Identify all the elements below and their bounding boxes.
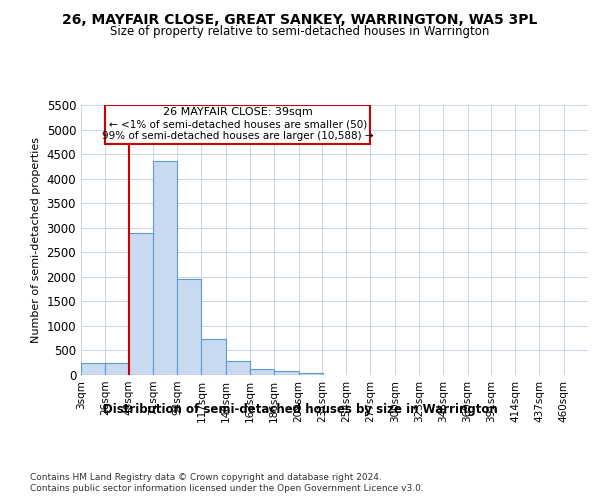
- Text: ← <1% of semi-detached houses are smaller (50): ← <1% of semi-detached houses are smalle…: [109, 119, 367, 129]
- Text: Size of property relative to semi-detached houses in Warrington: Size of property relative to semi-detach…: [110, 25, 490, 38]
- Text: 26, MAYFAIR CLOSE, GREAT SANKEY, WARRINGTON, WA5 3PL: 26, MAYFAIR CLOSE, GREAT SANKEY, WARRING…: [62, 12, 538, 26]
- Bar: [202, 338, 226, 375]
- Bar: [226, 361, 250, 375]
- Bar: [177, 280, 202, 375]
- Text: Distribution of semi-detached houses by size in Warrington: Distribution of semi-detached houses by …: [103, 402, 497, 415]
- Text: 99% of semi-detached houses are larger (10,588) →: 99% of semi-detached houses are larger (…: [102, 130, 374, 140]
- Bar: [299, 372, 323, 375]
- Bar: [105, 363, 130, 375]
- Bar: [274, 371, 299, 375]
- Text: 26 MAYFAIR CLOSE: 39sqm: 26 MAYFAIR CLOSE: 39sqm: [163, 108, 313, 118]
- Bar: [250, 368, 274, 375]
- Bar: [105, 106, 370, 144]
- Bar: [128, 232, 153, 375]
- Y-axis label: Number of semi-detached properties: Number of semi-detached properties: [31, 137, 41, 343]
- Bar: [81, 363, 105, 375]
- Text: Contains HM Land Registry data © Crown copyright and database right 2024.: Contains HM Land Registry data © Crown c…: [30, 472, 382, 482]
- Text: Contains public sector information licensed under the Open Government Licence v3: Contains public sector information licen…: [30, 484, 424, 493]
- Bar: [153, 162, 177, 375]
